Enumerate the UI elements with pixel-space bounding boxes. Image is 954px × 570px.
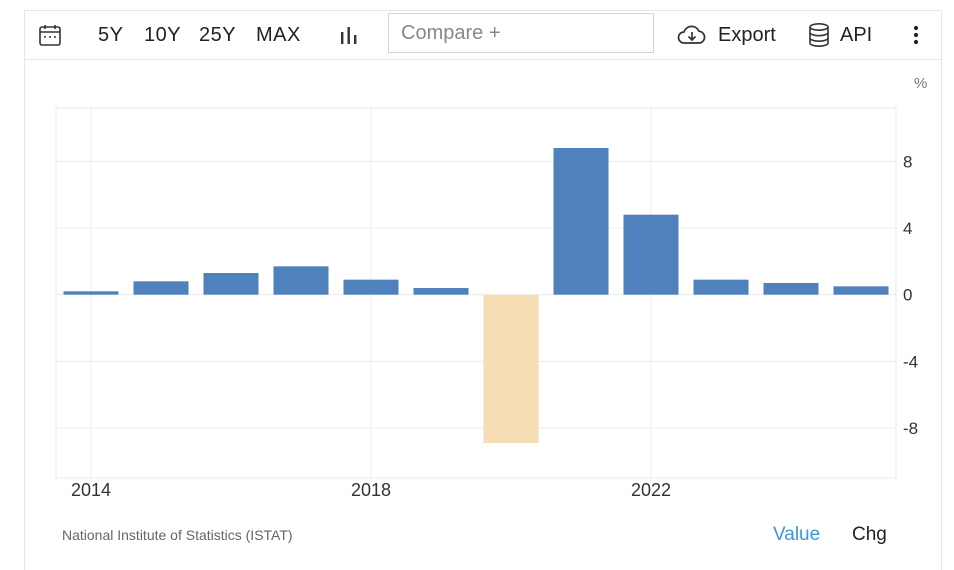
- bar-2020: [483, 294, 539, 443]
- y-tick-label: 8: [903, 152, 912, 171]
- chg-mode-button[interactable]: Chg: [852, 524, 887, 545]
- x-tick-label: 2018: [351, 480, 391, 500]
- bar-2022: [623, 214, 679, 295]
- bar-2021: [553, 148, 609, 295]
- export-label: Export: [718, 23, 776, 46]
- range-5y-button[interactable]: 5Y: [98, 23, 124, 46]
- range-max-button[interactable]: MAX: [256, 23, 301, 46]
- bar-2024: [763, 283, 819, 295]
- bar-2023: [693, 279, 749, 295]
- bar-2018: [343, 279, 399, 295]
- y-tick-label: -4: [903, 352, 918, 371]
- bar-chart: 8 4 0 -4 -8 2014 2018 2022%: [55, 75, 927, 500]
- api-label: API: [840, 23, 873, 46]
- y-tick-label: 0: [903, 286, 912, 305]
- calendar-icon[interactable]: [38, 10, 62, 60]
- chart-toolbar: 5Y 10Y 25Y MAX Export API: [24, 10, 942, 60]
- bar-2019: [413, 288, 469, 295]
- y-tick-label: -8: [903, 419, 918, 438]
- export-button[interactable]: Export: [676, 10, 776, 60]
- bar-chart-icon[interactable]: [338, 10, 360, 60]
- bar-2025: [833, 286, 889, 295]
- y-tick-label: 4: [903, 219, 912, 238]
- source-label: National Institute of Statistics (ISTAT): [62, 527, 293, 543]
- range-10y-button[interactable]: 10Y: [144, 23, 182, 46]
- bar-2015: [133, 281, 189, 295]
- more-vertical-icon[interactable]: [906, 10, 926, 60]
- x-tick-label: 2022: [631, 480, 671, 500]
- compare-input[interactable]: [388, 13, 654, 53]
- api-button[interactable]: API: [808, 10, 872, 60]
- range-25y-button[interactable]: 25Y: [199, 23, 237, 46]
- plot-area: [55, 107, 897, 479]
- cloud-download-icon: [676, 23, 708, 47]
- bar-2017: [273, 266, 329, 295]
- chart-panel: [24, 10, 942, 570]
- x-tick-label: 2014: [71, 480, 111, 500]
- database-icon: [808, 22, 830, 48]
- bar-2016: [203, 273, 259, 295]
- y-axis-unit-label: %: [914, 75, 927, 92]
- value-mode-button[interactable]: Value: [773, 524, 821, 545]
- bar-2014: [63, 291, 119, 295]
